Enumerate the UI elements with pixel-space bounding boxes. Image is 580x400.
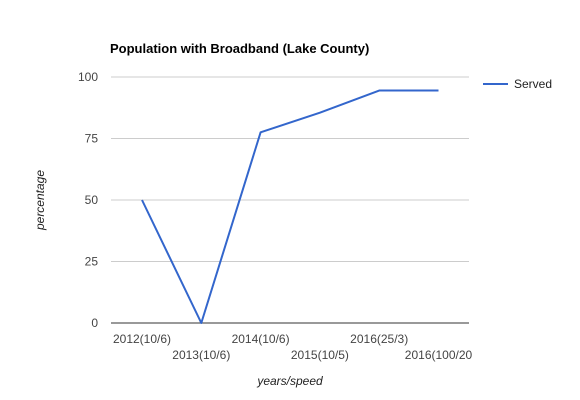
chart-title: Population with Broadband (Lake County) <box>110 41 369 56</box>
gridlines <box>111 76 469 324</box>
y-tick-label: 100 <box>78 70 98 84</box>
legend-label-served: Served <box>514 77 552 91</box>
x-tick-label: 2014(10/6) <box>232 332 290 346</box>
y-tick-label: 0 <box>91 316 98 330</box>
y-tick-label: 50 <box>85 193 99 207</box>
x-tick-label: 2013(10/6) <box>172 348 230 362</box>
y-axis-ticks: 0 25 50 75 100 <box>78 70 98 330</box>
x-tick-label: 2015(10/5) <box>291 348 349 362</box>
x-axis-title: years/speed <box>256 374 323 388</box>
x-tick-label: 2016(25/3) <box>350 332 408 346</box>
series-line-served <box>141 89 439 324</box>
y-tick-label: 75 <box>85 132 99 146</box>
x-tick-label: 2016(100/20 <box>405 348 473 362</box>
y-axis-title: percentage <box>33 170 47 231</box>
x-tick-label: 2012(10/6) <box>113 332 171 346</box>
y-tick-label: 25 <box>85 255 99 269</box>
series-group <box>141 89 439 324</box>
legend: Served <box>483 77 552 91</box>
x-axis-ticks: 2012(10/6)2013(10/6)2014(10/6)2015(10/5)… <box>113 332 473 362</box>
